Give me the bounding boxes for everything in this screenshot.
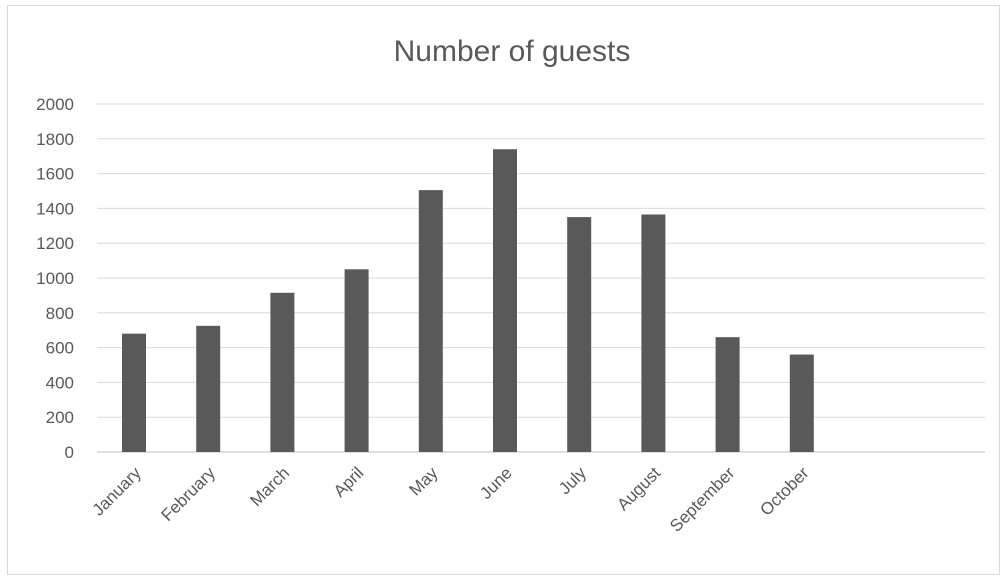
x-tick-label-may: May <box>405 463 441 499</box>
y-axis-ticks: 0 200 400 600 800 1000 1200 1400 1600 1800 2000 <box>36 95 74 462</box>
x-tick-label-march: March <box>246 463 293 510</box>
x-tick-label-august: August <box>613 463 664 514</box>
x-tick-label-january: January <box>89 463 146 520</box>
x-tick-label-september: September <box>666 463 738 535</box>
bar-july <box>567 217 592 452</box>
x-tick-label-july: July <box>555 463 590 498</box>
y-tick-label: 1200 <box>36 234 74 253</box>
y-tick-label: 1600 <box>36 165 74 184</box>
bars <box>122 149 814 453</box>
bar-june <box>493 149 517 453</box>
chart-title: Number of guests <box>394 35 631 68</box>
bar-january <box>122 333 146 452</box>
x-axis-ticks: January February March April May June July Augu… <box>89 463 813 536</box>
y-tick-label: 800 <box>46 304 74 323</box>
y-tick-label: 1000 <box>36 269 74 288</box>
x-tick-label-october: October <box>756 463 812 519</box>
bar-march <box>270 292 295 452</box>
bar-may <box>418 190 443 452</box>
bar-october <box>789 354 814 452</box>
x-tick-label-june: June <box>476 463 516 503</box>
bar-september <box>715 337 740 452</box>
y-tick-label: 400 <box>46 373 74 392</box>
x-tick-label-february: February <box>157 463 219 525</box>
y-tick-label: 0 <box>65 443 74 462</box>
y-tick-label: 1800 <box>36 130 74 149</box>
y-tick-label: 2000 <box>36 95 74 114</box>
y-tick-label: 200 <box>46 408 74 427</box>
y-tick-label: 600 <box>46 339 74 358</box>
y-tick-label: 1400 <box>36 199 74 218</box>
bar-february <box>196 325 221 452</box>
x-tick-label-april: April <box>330 463 367 500</box>
bar-april <box>344 269 369 452</box>
bar-august <box>641 214 666 452</box>
gridlines <box>97 103 985 453</box>
